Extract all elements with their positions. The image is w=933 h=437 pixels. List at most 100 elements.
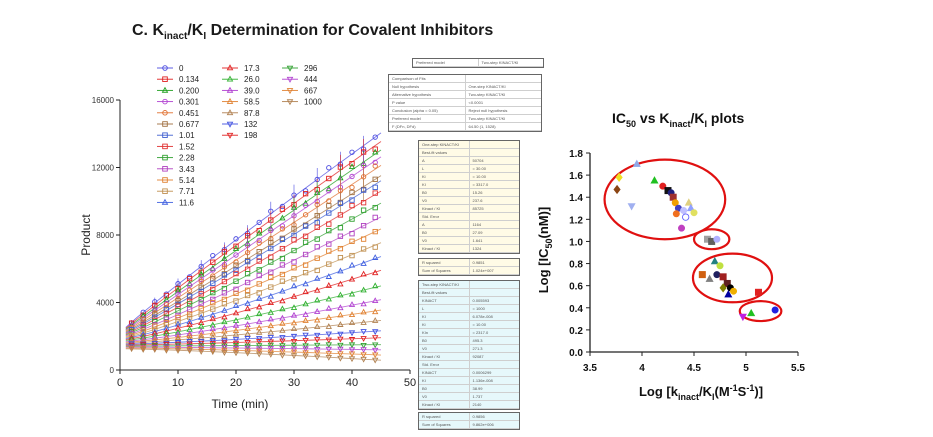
data-point	[314, 244, 320, 250]
table-row: Kinact / KI 92087	[419, 353, 519, 361]
legend-marker	[162, 154, 168, 161]
legend-label: 5.14	[179, 176, 195, 185]
table-cell: Reject null hypothesis	[464, 107, 542, 114]
data-point	[372, 228, 378, 235]
legend-label: 17.3	[244, 64, 260, 73]
x-tick-label: 3.5	[583, 363, 597, 374]
data-point	[302, 269, 309, 276]
data-point	[360, 260, 367, 266]
data-point	[186, 293, 193, 300]
data-point	[326, 165, 332, 171]
data-point	[302, 332, 309, 339]
legend-marker	[162, 76, 168, 82]
data-point	[325, 351, 332, 358]
one-step-table: One-step KINACT/KI Best-fit values A 50704 L…	[418, 140, 520, 254]
y-tick-label: 12000	[92, 164, 115, 173]
data-point	[325, 346, 332, 353]
data-point	[152, 323, 158, 329]
data-point	[372, 134, 378, 140]
x-tick-label: 0	[117, 377, 123, 389]
data-point	[337, 225, 344, 231]
data-point	[198, 340, 205, 347]
table-cell: KINACT	[422, 298, 437, 303]
data-point	[279, 343, 286, 350]
data-point	[210, 300, 216, 306]
data-point	[221, 318, 228, 325]
data-point	[372, 204, 378, 211]
data-point	[337, 245, 344, 252]
data-point	[337, 233, 344, 239]
data-point	[256, 219, 262, 226]
data-point	[198, 297, 204, 303]
table-row: Preferred model Two-step KINACT/KI	[413, 59, 543, 67]
data-point	[221, 301, 228, 307]
legend-label: 1.01	[179, 131, 195, 140]
table-cell: KI	[422, 378, 426, 383]
data-point	[256, 303, 263, 310]
table-cell: 9.862e+006	[468, 421, 520, 428]
data-point	[256, 249, 262, 255]
data-point	[291, 226, 297, 232]
data-point	[326, 188, 332, 194]
data-point	[267, 315, 274, 322]
data-point	[198, 339, 205, 345]
data-point	[326, 175, 332, 182]
table-cell: 0.9856	[468, 413, 520, 420]
data-point	[349, 197, 355, 203]
data-point	[279, 236, 286, 243]
data-point	[326, 241, 332, 247]
data-point	[244, 336, 251, 342]
data-point	[302, 325, 309, 331]
data-point	[267, 346, 274, 352]
data-point	[302, 346, 309, 353]
data-point	[174, 335, 182, 342]
data-point	[186, 347, 193, 353]
legend-marker	[286, 99, 294, 106]
data-point	[209, 315, 216, 322]
table-row: Two-step KINACT/KI	[419, 281, 519, 289]
data-point	[163, 316, 170, 322]
y-tick-label: 1.4	[569, 193, 583, 204]
scatter-point	[615, 172, 623, 182]
table-row: A 1164	[419, 221, 519, 229]
data-point	[279, 226, 286, 232]
x-tick-label: 20	[230, 377, 242, 389]
data-point	[256, 272, 262, 279]
data-point	[372, 214, 378, 221]
table-cell	[468, 141, 520, 148]
data-point	[174, 348, 182, 354]
table-cell: = 30.00	[468, 165, 520, 172]
data-point	[360, 336, 367, 342]
data-point	[372, 146, 378, 152]
data-point	[337, 291, 344, 298]
table-cell: V0	[422, 238, 427, 243]
data-point	[151, 347, 158, 353]
data-point	[349, 252, 355, 259]
table-cell: 237.6	[468, 197, 520, 204]
table-row: A 50704	[419, 157, 519, 165]
scatter-point	[710, 256, 719, 265]
table-cell: B0	[422, 230, 427, 235]
scatter-point	[690, 209, 698, 217]
data-point	[279, 223, 286, 229]
y-axis-title: Log [IC50(nM)]	[536, 207, 554, 294]
legend-marker	[162, 110, 168, 116]
data-point	[279, 245, 286, 252]
legend-marker	[226, 75, 234, 82]
table-cell: R squared	[422, 414, 441, 419]
data-point	[221, 272, 228, 278]
table-cell: 1324	[468, 245, 520, 252]
legend-label: 198	[244, 131, 258, 140]
data-point	[210, 259, 216, 265]
data-point	[221, 290, 228, 296]
y-tick-label: 0.6	[569, 282, 583, 293]
data-point	[186, 287, 193, 293]
legend-marker	[286, 88, 294, 95]
data-point	[348, 301, 356, 307]
data-point	[372, 329, 379, 336]
data-point	[290, 333, 298, 340]
data-point	[372, 184, 378, 190]
data-point	[290, 346, 298, 353]
data-point	[314, 236, 320, 242]
